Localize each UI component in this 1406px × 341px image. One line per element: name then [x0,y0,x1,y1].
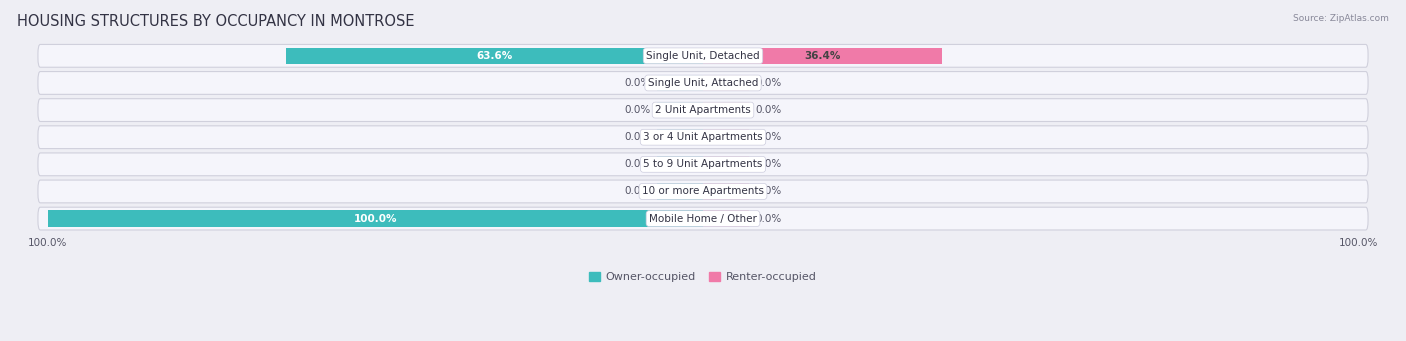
FancyBboxPatch shape [38,44,1368,67]
Text: 0.0%: 0.0% [755,159,782,169]
Text: HOUSING STRUCTURES BY OCCUPANCY IN MONTROSE: HOUSING STRUCTURES BY OCCUPANCY IN MONTR… [17,14,415,29]
FancyBboxPatch shape [38,207,1368,230]
Text: 0.0%: 0.0% [755,105,782,115]
Text: Single Unit, Attached: Single Unit, Attached [648,78,758,88]
Bar [657,183,703,199]
Text: 100.0%: 100.0% [1339,238,1378,248]
Text: 0.0%: 0.0% [755,132,782,142]
Text: 0.0%: 0.0% [624,105,651,115]
Bar [703,129,749,145]
Bar [703,75,749,91]
Bar [703,183,749,199]
FancyBboxPatch shape [38,180,1368,203]
Bar [703,210,749,227]
Bar [657,102,703,118]
Text: 2 Unit Apartments: 2 Unit Apartments [655,105,751,115]
Text: 0.0%: 0.0% [755,213,782,224]
Text: 100.0%: 100.0% [354,213,396,224]
FancyBboxPatch shape [38,72,1368,94]
FancyBboxPatch shape [38,126,1368,149]
Legend: Owner-occupied, Renter-occupied: Owner-occupied, Renter-occupied [585,268,821,287]
Text: 0.0%: 0.0% [624,132,651,142]
Bar [657,129,703,145]
Text: 0.0%: 0.0% [624,187,651,196]
Bar [703,48,942,64]
Text: Source: ZipAtlas.com: Source: ZipAtlas.com [1294,14,1389,23]
FancyBboxPatch shape [38,153,1368,176]
Bar [287,48,703,64]
Bar [48,210,703,227]
Bar [657,156,703,173]
Text: 0.0%: 0.0% [624,159,651,169]
Text: 100.0%: 100.0% [28,238,67,248]
Text: 0.0%: 0.0% [624,78,651,88]
Bar [703,156,749,173]
Text: 10 or more Apartments: 10 or more Apartments [643,187,763,196]
Text: 63.6%: 63.6% [477,51,513,61]
Text: 36.4%: 36.4% [804,51,841,61]
Bar [703,102,749,118]
FancyBboxPatch shape [38,99,1368,121]
Text: 5 to 9 Unit Apartments: 5 to 9 Unit Apartments [644,159,762,169]
Text: Single Unit, Detached: Single Unit, Detached [647,51,759,61]
Text: 3 or 4 Unit Apartments: 3 or 4 Unit Apartments [643,132,763,142]
Text: Mobile Home / Other: Mobile Home / Other [650,213,756,224]
Text: 0.0%: 0.0% [755,78,782,88]
Text: 0.0%: 0.0% [755,187,782,196]
Bar [657,75,703,91]
